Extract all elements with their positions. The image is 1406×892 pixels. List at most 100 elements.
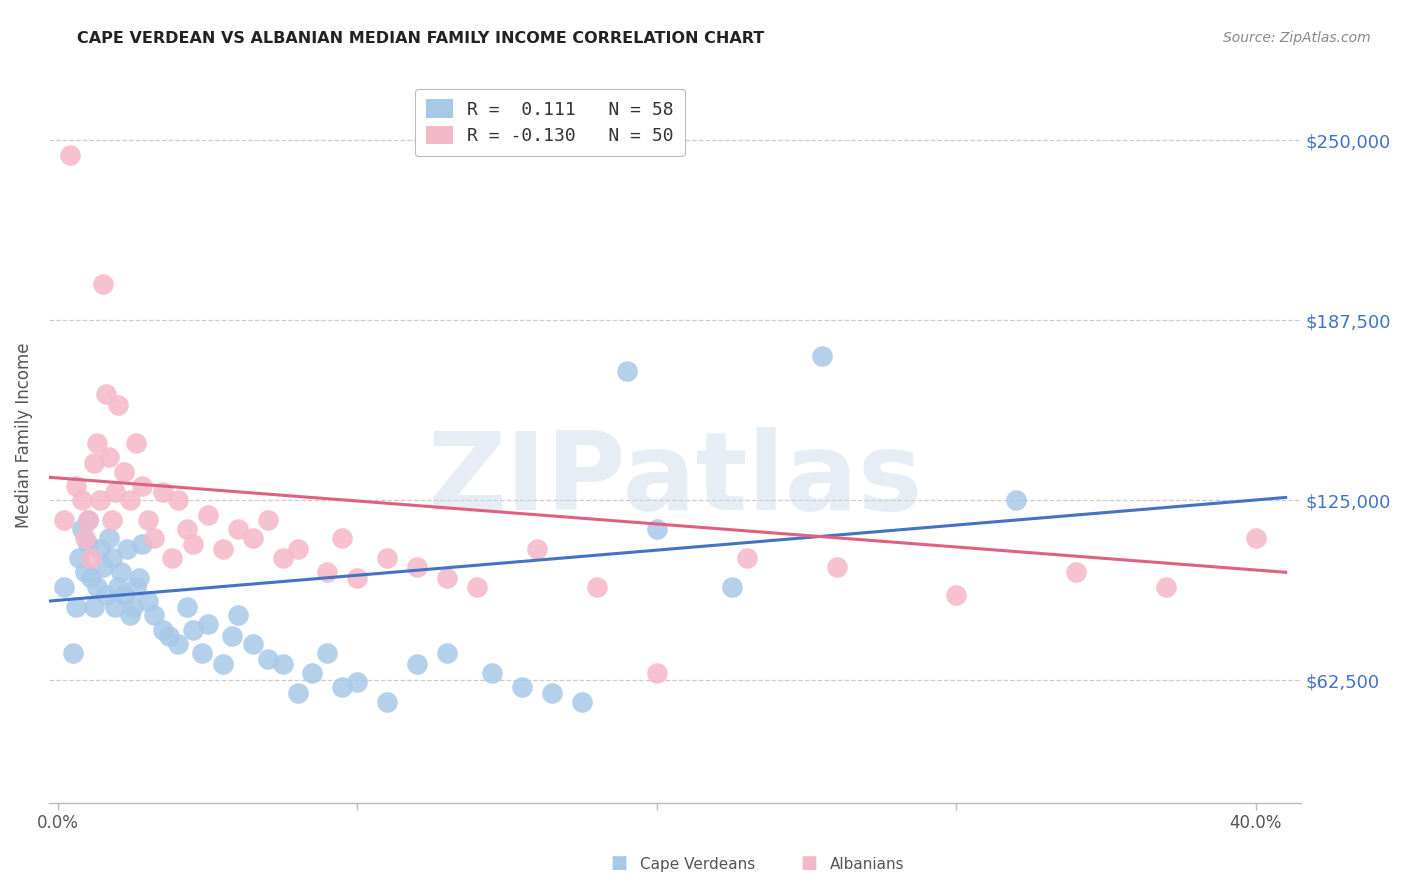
Point [115, 542, 138, 557]
Point [94, 386, 117, 401]
Point [301, 666, 323, 681]
Point [271, 657, 294, 672]
Point [131, 479, 153, 493]
Point [157, 629, 180, 643]
Point [190, 646, 212, 660]
Point [121, 599, 143, 614]
Text: Albanians: Albanians [830, 857, 904, 872]
Point [136, 513, 159, 527]
Point [89, 542, 111, 557]
Point [481, 666, 503, 681]
Point [152, 623, 174, 637]
Point [91, 559, 114, 574]
Point [211, 657, 233, 672]
Point [465, 580, 488, 594]
Point [406, 559, 429, 574]
Point [86, 435, 108, 450]
Point [1005, 493, 1028, 508]
Point [136, 594, 159, 608]
Point [197, 617, 219, 632]
Point [80, 550, 103, 565]
Point [65, 479, 87, 493]
Point [62, 646, 84, 660]
Point [104, 484, 127, 499]
Point [73, 566, 96, 580]
Point [586, 580, 609, 594]
Point [125, 580, 148, 594]
Point [242, 531, 264, 545]
Point [945, 588, 967, 602]
Point [1064, 566, 1087, 580]
Point [128, 571, 150, 585]
Point [97, 450, 120, 464]
Point [645, 666, 668, 681]
Point [166, 493, 188, 508]
Point [70, 522, 93, 536]
Point [97, 531, 120, 545]
Point [83, 456, 105, 470]
Point [59, 148, 82, 162]
Text: ■: ■ [800, 855, 817, 872]
Legend: R =  0.111   N = 58, R = -0.130   N = 50: R = 0.111 N = 58, R = -0.130 N = 50 [415, 88, 685, 156]
Point [571, 695, 593, 709]
Point [77, 513, 100, 527]
Point [226, 522, 249, 536]
Point [107, 398, 129, 412]
Point [287, 542, 309, 557]
Y-axis label: Median Family Income: Median Family Income [15, 343, 32, 528]
Point [375, 550, 398, 565]
Point [1154, 580, 1177, 594]
Point [256, 513, 278, 527]
Point [83, 599, 105, 614]
Point [52, 513, 75, 527]
Point [118, 608, 141, 623]
Point [89, 493, 111, 508]
Point [1244, 531, 1267, 545]
Point [70, 493, 93, 508]
Point [332, 681, 354, 695]
Point [406, 657, 429, 672]
Point [112, 465, 135, 479]
Point [810, 350, 832, 364]
Point [332, 531, 354, 545]
Point [166, 637, 188, 651]
Point [735, 550, 758, 565]
Point [316, 566, 339, 580]
Point [181, 536, 204, 550]
Point [142, 608, 165, 623]
Point [142, 531, 165, 545]
Text: Cape Verdeans: Cape Verdeans [640, 857, 755, 872]
Text: ZIPatlas: ZIPatlas [427, 426, 922, 533]
Point [436, 571, 458, 585]
Point [101, 550, 124, 565]
Point [316, 646, 339, 660]
Point [510, 681, 533, 695]
Point [242, 637, 264, 651]
Point [176, 522, 198, 536]
Point [271, 550, 294, 565]
Point [86, 580, 108, 594]
Text: Source: ZipAtlas.com: Source: ZipAtlas.com [1223, 31, 1371, 45]
Point [125, 435, 148, 450]
Point [645, 522, 668, 536]
Point [211, 542, 233, 557]
Point [160, 550, 183, 565]
Point [346, 674, 368, 689]
Point [107, 580, 129, 594]
Point [375, 695, 398, 709]
Point [52, 580, 75, 594]
Point [91, 277, 114, 292]
Point [67, 550, 90, 565]
Point [346, 571, 368, 585]
Point [112, 588, 135, 602]
Point [101, 513, 124, 527]
Point [287, 686, 309, 700]
Point [197, 508, 219, 522]
Point [118, 493, 141, 508]
Point [226, 608, 249, 623]
Point [221, 629, 243, 643]
Text: ■: ■ [610, 855, 627, 872]
Point [541, 686, 564, 700]
Point [616, 364, 638, 378]
Point [526, 542, 548, 557]
